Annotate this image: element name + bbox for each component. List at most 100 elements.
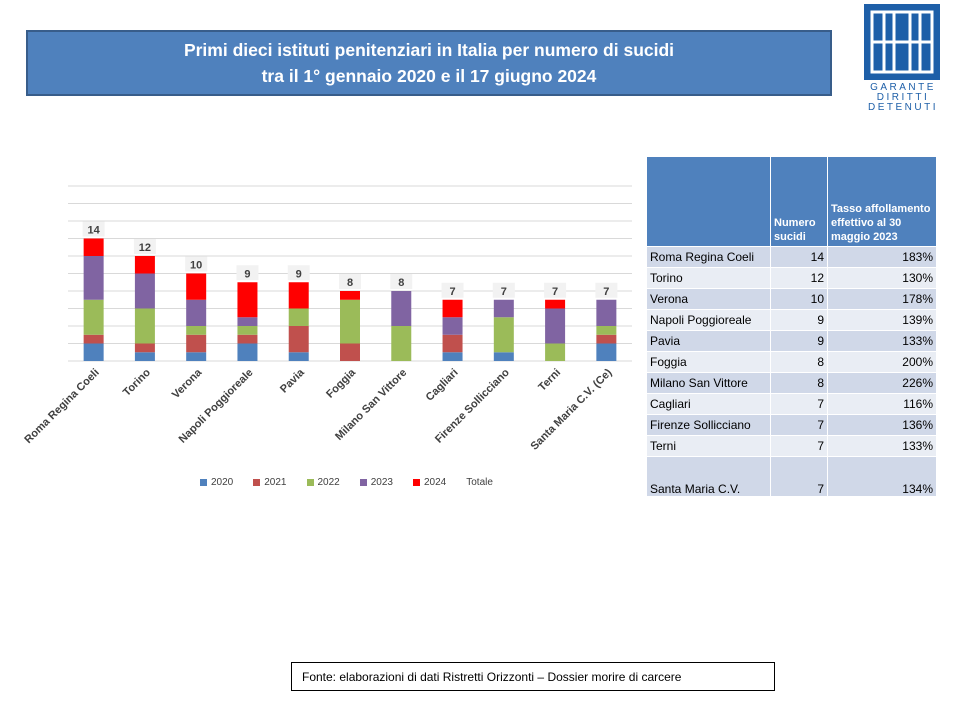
table-cell-rate: 130%	[827, 267, 937, 289]
total-label-bg	[133, 239, 156, 254]
table-cell-name: Cagliari	[646, 393, 771, 415]
bar-segment-2023	[545, 308, 566, 344]
legend-item-2024: 2024	[413, 477, 446, 488]
bar-segment-2020	[288, 352, 309, 361]
bar-segment-2024	[545, 299, 566, 309]
bar-segment-2022	[391, 326, 412, 361]
table-header-count: Numero sucidi	[770, 156, 828, 247]
logo-text-line1: GARANTE	[870, 82, 936, 93]
total-label: 7	[603, 286, 609, 298]
table-cell-rate: 226%	[827, 372, 937, 394]
total-label-bg	[441, 282, 464, 298]
table-row: Torino 12 130%	[646, 267, 937, 289]
table-cell-name: Verona	[646, 288, 771, 310]
bar-segment-2021	[134, 343, 155, 353]
bar-segment-2020	[493, 352, 514, 361]
total-label: 9	[296, 268, 302, 280]
table-cell-rate: 178%	[827, 288, 937, 310]
bar-segment-2024	[340, 291, 360, 300]
table-cell-name: Foggia	[646, 351, 771, 373]
table-cell-rate: 134%	[827, 456, 937, 497]
category-label: Roma Regina Coeli	[22, 367, 101, 446]
bar-segment-2022	[596, 326, 617, 335]
bar-segment-2024	[288, 282, 309, 309]
table-cell-count: 14	[770, 246, 828, 268]
source-note: Fonte: elaborazioni di dati Ristretti Or…	[291, 662, 775, 691]
total-label-bg	[82, 221, 105, 237]
table-cell-rate: 139%	[827, 309, 937, 331]
chart-title-line1: Primi dieci istituti penitenziari in Ita…	[183, 40, 675, 60]
total-label-bg	[287, 265, 310, 281]
bar-segment-2022	[134, 308, 155, 344]
table-cell-count: 9	[770, 330, 828, 352]
total-label: 7	[449, 286, 455, 298]
table-row: Terni 7 133%	[646, 435, 937, 457]
table-cell-rate: 136%	[827, 414, 937, 436]
table-cell-name: Terni	[646, 435, 771, 457]
garante-logo: GARANTE DIRITTI DETENUTI	[862, 2, 944, 113]
legend-item-2023: 2023	[359, 477, 393, 488]
table-cell-count: 7	[770, 393, 828, 415]
table-row: Santa Maria C.V. 7 134%	[646, 456, 937, 497]
legend-swatch	[200, 479, 207, 486]
table-row: Milano San Vittore 8 226%	[646, 372, 937, 394]
bar-segment-2020	[596, 343, 617, 361]
legend-item-2022: 2022	[306, 477, 340, 488]
table-cell-name: Roma Regina Coeli	[646, 246, 771, 268]
category-label: Foggia	[324, 366, 359, 401]
bar-segment-2024	[83, 238, 104, 256]
bar-segment-2022	[545, 343, 566, 361]
total-label-bg	[390, 274, 413, 289]
bar-segment-2021	[83, 334, 104, 344]
category-label: Pavia	[278, 366, 307, 395]
legend-swatch	[306, 479, 314, 486]
bar-segment-2021	[442, 334, 463, 353]
logo-pattern-icon	[870, 10, 934, 74]
legend-swatch	[253, 479, 261, 486]
bar-segment-2021	[186, 334, 207, 353]
table-header-row: Numero sucidi Tasso affollamento effetti…	[646, 156, 937, 247]
total-label-bg	[492, 282, 515, 298]
table-header-rate: Tasso affollamento effettivo al 30 maggi…	[827, 156, 937, 247]
legend-label: 2022	[317, 477, 340, 488]
chart-title-line2: tra il 1° gennaio 2020 e il 17 giugno 20…	[261, 66, 597, 86]
legend-label: 2024	[424, 477, 447, 488]
bar-segment-2022	[493, 317, 514, 353]
bar-segment-2022	[340, 299, 360, 344]
table-cell-count: 8	[770, 351, 828, 373]
bar-segment-2020	[442, 352, 463, 361]
table-cell-count: 8	[770, 372, 828, 394]
table-row: Verona 10 178%	[646, 288, 937, 310]
logo-mark	[864, 4, 940, 80]
table-row: Napoli Poggioreale 9 139%	[646, 309, 937, 331]
table-cell-rate: 133%	[827, 435, 937, 457]
category-label: Terni	[536, 367, 563, 394]
total-label: 8	[347, 277, 353, 289]
table-cell-count: 7	[770, 456, 828, 497]
bar-segment-2024	[134, 256, 155, 274]
source-text: Fonte: elaborazioni di dati Ristretti Or…	[302, 669, 682, 684]
table-cell-count: 10	[770, 288, 828, 310]
legend-label: 2021	[264, 477, 287, 488]
category-label: Torino	[121, 366, 153, 398]
total-label: 7	[501, 286, 507, 298]
legend-swatch	[359, 479, 367, 486]
bar-segment-2020	[237, 343, 258, 361]
total-label-bg	[236, 265, 259, 281]
bar-segment-2021	[288, 326, 309, 353]
legend-item-2021: 2021	[253, 477, 287, 488]
bar-segment-2023	[134, 273, 155, 309]
bar-segment-2020	[134, 352, 155, 361]
total-label-bg	[544, 282, 567, 298]
legend-item-2020: 2020	[200, 477, 233, 488]
table-cell-name: Santa Maria C.V.	[646, 456, 771, 497]
table-cell-count: 7	[770, 435, 828, 457]
table-cell-count: 12	[770, 267, 828, 289]
bar-segment-2024	[237, 282, 258, 318]
bar-segment-2022	[186, 326, 207, 335]
bar-segment-2022	[288, 308, 309, 326]
table-cell-rate: 183%	[827, 246, 937, 268]
bar-segment-2021	[596, 334, 617, 344]
bar-segment-2024	[186, 273, 207, 300]
